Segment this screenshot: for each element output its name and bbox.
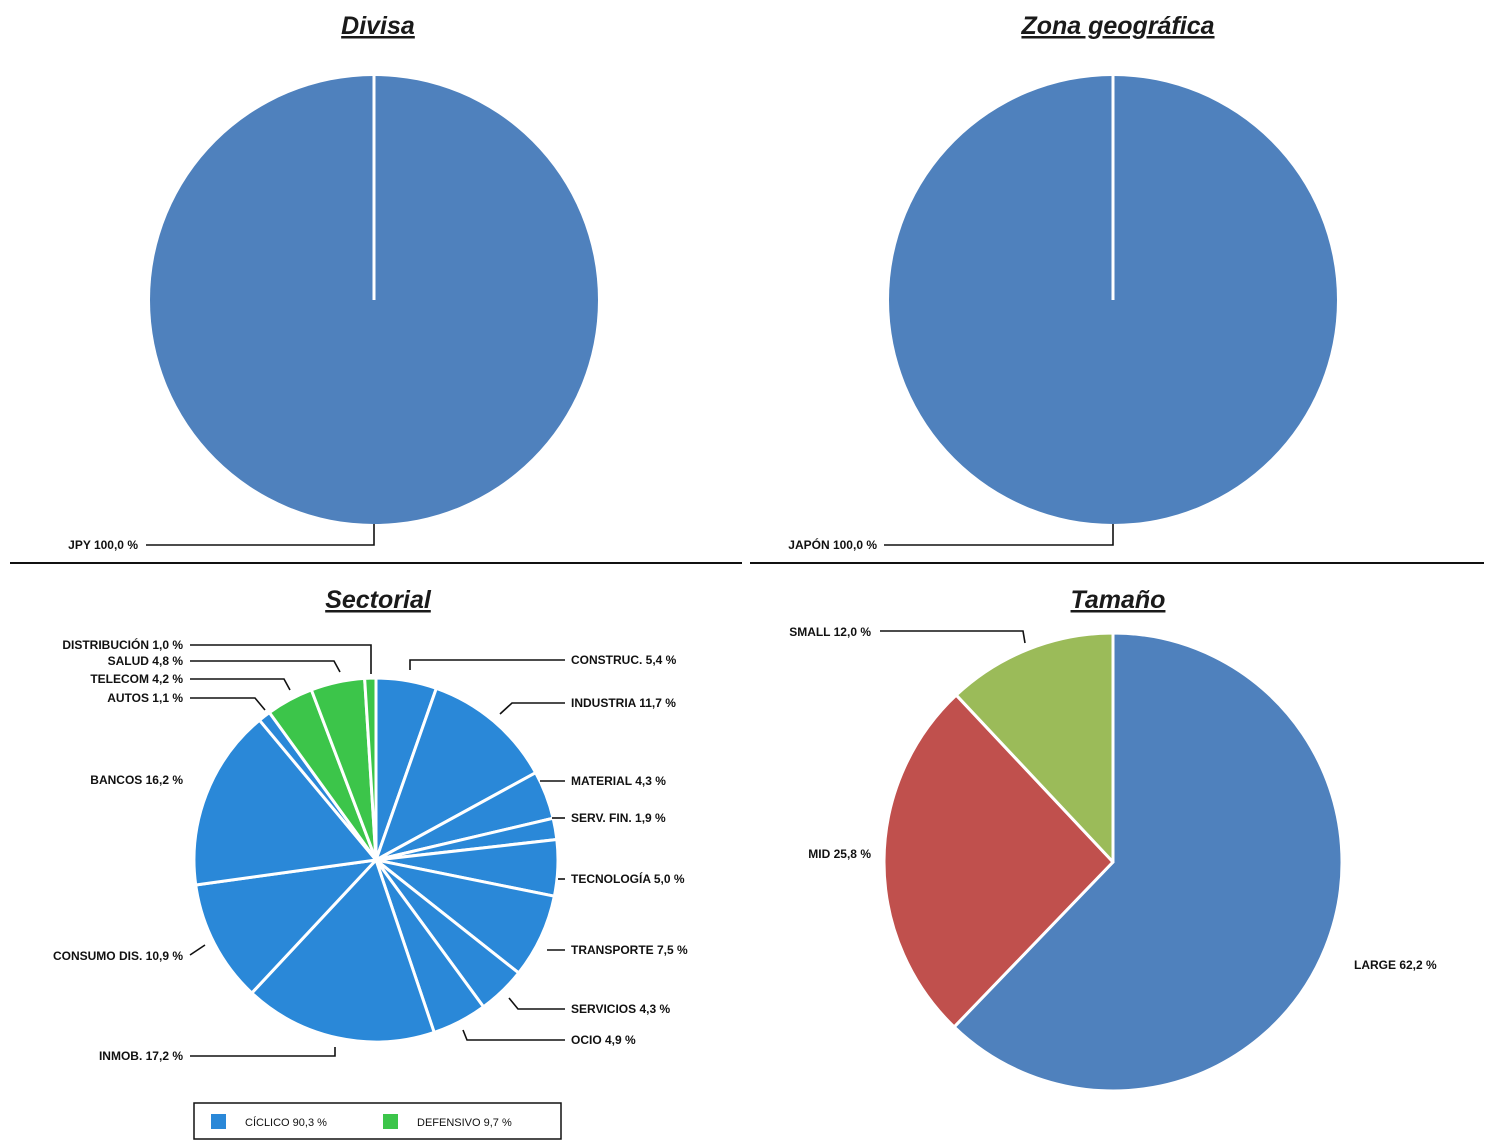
sectorial-label-serv-fin: SERV. FIN. 1,9 % [571, 811, 666, 825]
divisa-pie [150, 76, 598, 524]
zona-title: Zona geográfica [1020, 12, 1214, 40]
sectorial-label-material: MATERIAL 4,3 % [571, 774, 666, 788]
sectorial-label-industria: INDUSTRIA 11,7 % [571, 696, 676, 710]
tamano-label-mid: MID 25,8 % [808, 847, 871, 861]
sectorial-label-autos: AUTOS 1,1 % [107, 691, 183, 705]
sectorial-label-transporte: TRANSPORTE 7,5 % [571, 943, 688, 957]
sectorial-slice-distribucion [363, 676, 378, 862]
tamano-label-large: LARGE 62,2 % [1354, 958, 1437, 972]
sectorial-leader-autos [190, 697, 266, 711]
sectorial-labels: CONSTRUC. 5,4 % INDUSTRIA 11,7 % MATERIAL … [53, 637, 688, 1063]
sectorial-leader-inmob [190, 1047, 336, 1057]
sectorial-label-ocio: OCIO 4,9 % [571, 1033, 636, 1047]
divisa-leader-jpy [146, 524, 375, 546]
zona-labels: JAPÓN 100,0 % [788, 524, 1114, 552]
tamano-label-small: SMALL 12,0 % [789, 625, 871, 639]
sectorial-label-bancos: BANCOS 16,2 % [90, 773, 183, 787]
sectorial-label-servicios: SERVICIOS 4,3 % [571, 1002, 670, 1016]
legend-label-defensivo: DEFENSIVO 9,7 % [417, 1117, 512, 1129]
sectorial-pie [192, 676, 560, 1044]
sectorial-slice-bancos [192, 718, 378, 887]
sectorial-leader-ocio [462, 1029, 565, 1041]
sectorial-label-inmob: INMOB. 17,2 % [99, 1049, 183, 1063]
sectorial-leader-construc [409, 659, 565, 670]
sectorial-slice-consumo-dis [194, 858, 378, 995]
zona-leader-japon [884, 524, 1114, 546]
sectorial-label-construc: CONSTRUC. 5,4 % [571, 653, 677, 667]
sectorial-label-consumo-dis: CONSUMO DIS. 10,9 % [53, 949, 183, 963]
sectorial-label-salud: SALUD 4,8 % [108, 654, 184, 668]
legend-label-ciclico: CÍCLICO 90,3 % [245, 1116, 327, 1129]
tamano-title: Tamaño [1071, 586, 1166, 614]
sectorial-leader-servicios [508, 997, 565, 1010]
divisa-labels: JPY 100,0 % [68, 524, 375, 552]
tamano-labels: LARGE 62,2 % MID 25,8 % SMALL 12,0 % [789, 625, 1437, 972]
sectorial-leader-distribucion [190, 644, 372, 674]
sectorial-leader-telecom [190, 678, 291, 691]
legend-swatch-defensivo [383, 1114, 398, 1129]
tamano-pie [882, 631, 1344, 1093]
sectorial-slice-inmob [250, 858, 436, 1044]
sectorial-slice-industria [374, 686, 538, 862]
legend-swatch-ciclico [211, 1114, 226, 1129]
tamano-slice-small [954, 631, 1115, 864]
legend-frame [193, 1102, 562, 1140]
zona-label-japon: JAPÓN 100,0 % [788, 537, 877, 552]
sectorial-leader-consumo-dis [189, 944, 206, 956]
sectorial-leader-industria [499, 702, 565, 715]
sectorial-label-telecom: TELECOM 4,2 % [90, 672, 183, 686]
tamano-leader-small [880, 630, 1026, 644]
sectorial-title: Sectorial [325, 586, 432, 614]
divisa-label-jpy: JPY 100,0 % [68, 538, 138, 552]
sectorial-label-tecnologia: TECNOLOGÍA 5,0 % [571, 871, 685, 886]
divisa-title: Divisa [341, 12, 415, 40]
sectorial-legend: CÍCLICO 90,3 % DEFENSIVO 9,7 % [193, 1102, 562, 1140]
sectorial-label-distribucion: DISTRIBUCIÓN 1,0 % [62, 637, 183, 652]
tamano-slice-large [952, 631, 1344, 1093]
zona-pie [889, 76, 1337, 524]
sectorial-leader-salud [190, 660, 341, 673]
tamano-slice-mid [882, 693, 1115, 1029]
